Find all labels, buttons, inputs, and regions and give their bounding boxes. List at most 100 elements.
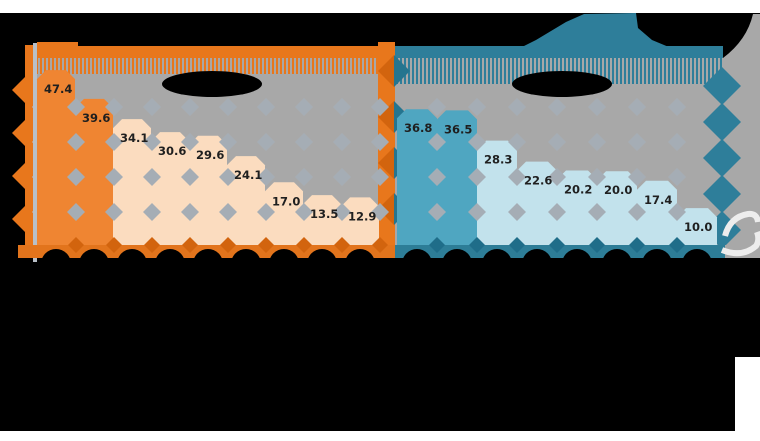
bar [437,110,477,245]
bar [113,119,151,245]
band-diamond [182,237,198,253]
pattern-diamond [333,98,351,116]
bar-value-label: 12.9 [348,209,376,223]
category-icon-circle [231,249,261,279]
bar [677,208,717,245]
pattern-diamond [371,168,389,186]
pattern-diamond [428,168,446,186]
top-white-margin [0,0,760,13]
bar-value-label: 30.6 [158,144,186,158]
pattern-diamond [668,168,686,186]
pattern-diamond [333,168,351,186]
bar [477,140,517,245]
pattern-diamond [668,133,686,151]
left-group-label-blob [162,71,262,97]
bar [303,195,341,245]
bar-value-label: 20.2 [564,182,592,196]
pattern-diamond [219,133,237,151]
bar-value-label: 34.1 [120,131,148,145]
category-icon-circle [155,249,185,279]
bar-group-left [37,70,379,246]
band-diamond [549,237,565,253]
pattern-diamond [105,168,123,186]
pattern-diamond [257,203,275,221]
top-right-gray-wedge [723,14,760,58]
bar-value-label: 17.0 [272,194,300,208]
pattern-diamond [548,98,566,116]
band-diamond [629,237,645,253]
band-diamond [469,237,485,253]
bar-value-label: 22.6 [524,174,552,188]
pattern-diamond [181,133,199,151]
bar [341,197,379,245]
bar-value-label: 36.8 [404,121,432,135]
category-icon-circle [193,249,223,279]
pattern-diamond [295,203,313,221]
band-diamond [589,237,605,253]
pattern-diamond [257,168,275,186]
bar [637,180,677,245]
bar-value-label: 10.0 [684,220,712,234]
bar-value-label: 39.6 [82,111,110,125]
pattern-diamond [428,98,446,116]
pattern-diamond [548,203,566,221]
pattern-diamond [181,168,199,186]
pattern-diamond [628,98,646,116]
pattern-diamond [468,98,486,116]
category-icon-circle [402,249,432,279]
bar [151,132,189,245]
bottom-white-margin [0,431,760,441]
category-icon-circle [442,249,472,279]
pattern-diamond [508,168,526,186]
pattern-diamond [508,203,526,221]
pattern-diamond [181,203,199,221]
pattern-diamond [508,133,526,151]
pattern-diamond [219,168,237,186]
band-diamond [334,237,350,253]
band-diamond [296,237,312,253]
pattern-diamond [428,203,446,221]
pattern-diamond [219,203,237,221]
pattern-diamond [588,168,606,186]
pattern-diamond [257,133,275,151]
left-band-fringe [37,58,378,74]
pattern-diamond [181,98,199,116]
pattern-diamond [468,168,486,186]
bar-value-label: 47.4 [44,82,72,96]
pattern-diamond [508,98,526,116]
logo-mark [720,210,760,257]
right-group-label-blob [512,71,612,97]
pattern-diamond [371,133,389,151]
category-icon-circle [345,249,375,279]
pattern-diamond [105,98,123,116]
bottom-right-white-block [735,357,760,441]
pattern-diamond [428,133,446,151]
bar-value-label: 29.6 [196,148,224,162]
band-diamond [669,237,685,253]
bar [517,161,557,245]
pattern-diamond [105,133,123,151]
pattern-diamond [548,133,566,151]
bar-value-label: 36.5 [444,122,472,136]
pattern-diamond [371,98,389,116]
pattern-diamond [628,168,646,186]
pattern-diamond [468,203,486,221]
category-icon-circle [562,249,592,279]
category-icon-circle [522,249,552,279]
bar [189,135,227,245]
category-icon-circle [269,249,299,279]
bottom-band-diamonds [68,237,685,253]
category-icon-circle [307,249,337,279]
left-top-band [37,46,378,58]
bar [597,171,637,245]
category-icon-circle [482,249,512,279]
pattern-diamond [295,133,313,151]
band-diamond [220,237,236,253]
pattern-diamond [588,98,606,116]
category-icon-circle [602,249,632,279]
bar-value-label: 13.5 [310,207,338,221]
pattern-diamond [333,203,351,221]
pattern-diamond [668,98,686,116]
bar-value-label: 28.3 [484,153,512,167]
bar-value-label: 17.4 [644,193,672,207]
